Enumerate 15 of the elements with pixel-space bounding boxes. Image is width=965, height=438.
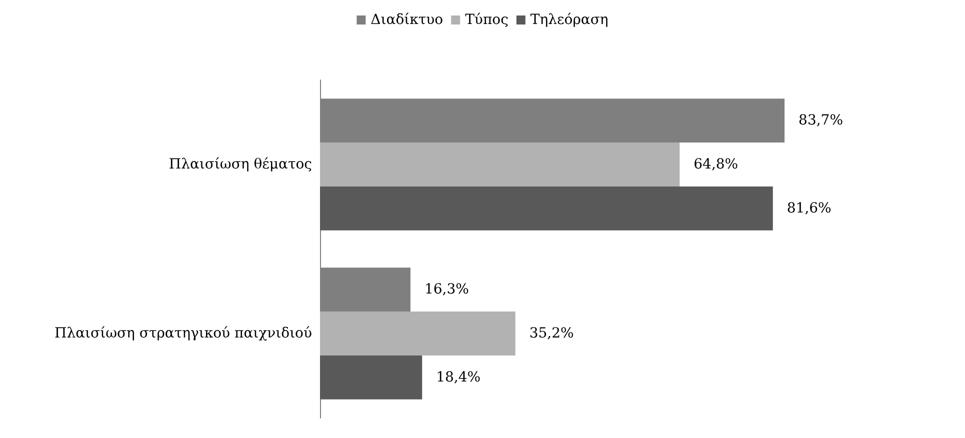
data-label: 64,8% (694, 156, 738, 172)
data-label: 16,3% (424, 282, 469, 298)
y-tick-label: Πλαισίωση στρατηγικού παιχνιδιού (54, 326, 312, 342)
bar (320, 186, 773, 230)
bar (320, 355, 422, 400)
legend-label: Τηλεόραση (530, 12, 608, 28)
y-tick-label: Πλαισίωση θέματος (168, 156, 312, 172)
data-label: 81,6% (786, 200, 832, 216)
legend-label: Διαδίκτυο (370, 12, 444, 28)
data-label: 35,2% (529, 326, 574, 342)
bar (320, 142, 680, 186)
data-label: 18,4% (436, 369, 481, 386)
bar (320, 312, 516, 356)
legend-label: Τύπος (465, 12, 509, 28)
data-label: 83,7% (798, 112, 844, 129)
